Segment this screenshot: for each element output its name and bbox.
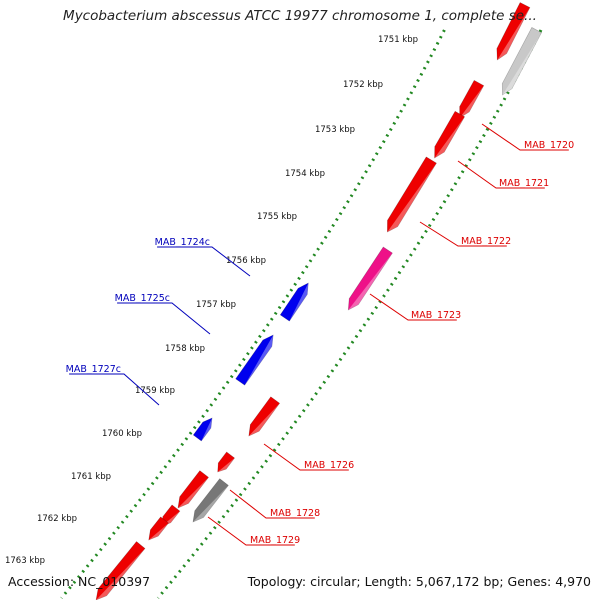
tick-dot-lines xyxy=(60,29,543,599)
genome-summary: Topology: circular; Length: 5,067,172 bp… xyxy=(247,574,591,589)
gene-top-gray-bevel xyxy=(502,32,542,95)
gene-1721-label: MAB_1721 xyxy=(499,178,549,189)
tick-label: 1751 kbp xyxy=(378,35,418,45)
gene-bottom-bevel xyxy=(96,548,146,600)
gene-1723-label: MAB_1723 xyxy=(411,310,461,321)
gene-1728-callout-line xyxy=(229,489,315,519)
map-title: Mycobacterium abscessus ATCC 19977 chrom… xyxy=(63,8,537,24)
tick-labels: 1751 kbp 1752 kbp 1753 kbp 1754 kbp 1755 kbp… xyxy=(5,35,418,566)
gene-1722-callout-line xyxy=(419,221,507,247)
gene-1728-arrow xyxy=(217,451,235,473)
gene-features xyxy=(95,2,542,600)
tick-dot-line xyxy=(60,29,446,599)
gene-1723-arrow xyxy=(347,246,393,311)
gene-1720-label: MAB_1720 xyxy=(524,140,574,151)
gene-bottom-arrow xyxy=(95,541,146,600)
gene-1722-label: MAB_1722 xyxy=(461,236,511,247)
gene-1729-callout-line xyxy=(207,516,295,546)
gene-small-a-bevel xyxy=(177,477,209,508)
tick-label: 1753 kbp xyxy=(315,125,355,135)
gene-1724c-bevel xyxy=(289,283,309,322)
gene-1726-bevel xyxy=(248,403,280,436)
gene-1723-bevel xyxy=(348,253,393,310)
tick-label: 1755 kbp xyxy=(257,212,297,222)
gene-1729-bevel xyxy=(192,485,229,522)
gene-1721-callout-line xyxy=(457,160,545,189)
tick-label: 1761 kbp xyxy=(71,472,111,482)
gene-1720-bevel xyxy=(459,85,484,118)
gene-1728-bevel xyxy=(217,458,235,472)
tick-label: 1760 kbp xyxy=(102,429,142,439)
gene-1727c-label: MAB_1727c xyxy=(66,364,121,375)
gene-1723-callout-line xyxy=(369,293,457,321)
gene-1721-bevel xyxy=(434,116,465,158)
gene-1725c-callout-line xyxy=(117,302,211,335)
gene-1727c-arrow xyxy=(192,417,213,442)
tick-label: 1757 kbp xyxy=(196,300,236,310)
gene-1725c-arrow xyxy=(235,334,274,386)
gene-1726-callout-line xyxy=(263,443,349,471)
gene-1721-arrow xyxy=(434,110,466,159)
tick-dot-line xyxy=(156,29,543,599)
gene-1727c-callout-line xyxy=(69,373,160,406)
gene-labels: MAB_1720 MAB_1721 MAB_1722 MAB_1723 MAB_1724… xyxy=(66,123,574,546)
gene-1720-arrow xyxy=(459,79,485,119)
tick-label: 1752 kbp xyxy=(343,80,383,90)
gene-small-a-arrow xyxy=(177,470,209,509)
tick-label: 1759 kbp xyxy=(135,386,175,396)
gene-1724c-callout-line xyxy=(157,246,251,277)
tick-label: 1762 kbp xyxy=(37,514,77,524)
tick-label: 1754 kbp xyxy=(285,169,325,179)
gene-1720-callout-line xyxy=(481,123,569,151)
gene-top-arrow xyxy=(496,2,531,61)
gene-1722-arrow xyxy=(387,156,437,233)
gene-1728-label: MAB_1728 xyxy=(270,508,320,519)
gene-top-gray-arrow xyxy=(501,27,542,96)
gene-small-c-bevel xyxy=(148,523,169,540)
gene-1725c-label: MAB_1725c xyxy=(115,293,170,304)
gene-top-bevel xyxy=(497,7,530,61)
gene-1725c-bevel xyxy=(244,335,274,386)
tick-label: 1756 kbp xyxy=(226,256,266,266)
gene-1727c-bevel xyxy=(201,418,213,441)
accession-label: Accession: NC_010397 xyxy=(8,574,151,589)
gene-1726-label: MAB_1726 xyxy=(304,460,354,471)
gene-1729-label: MAB_1729 xyxy=(250,535,300,546)
tick-label: 1763 kbp xyxy=(5,556,45,566)
gene-1724c-label: MAB_1724c xyxy=(155,237,210,248)
gene-1726-arrow xyxy=(248,396,281,437)
gene-1729-arrow xyxy=(192,478,229,523)
gene-1722-bevel xyxy=(387,163,437,232)
tick-label: 1758 kbp xyxy=(165,344,205,354)
gene-1724c-arrow xyxy=(279,282,309,322)
gene-small-c-arrow xyxy=(148,516,169,541)
